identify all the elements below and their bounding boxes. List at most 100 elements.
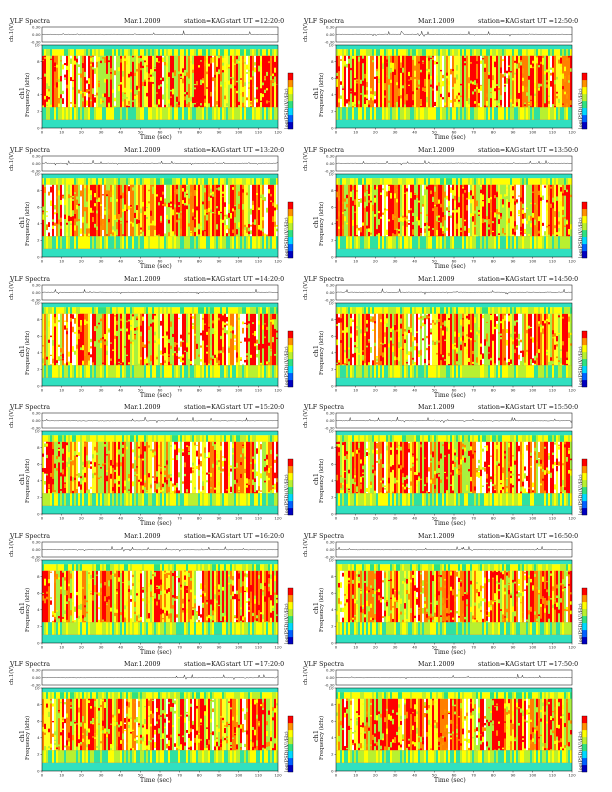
frequency-tick-label: 8 bbox=[331, 574, 334, 579]
header-title: VLF Spectra bbox=[304, 147, 344, 154]
time-tick-label: 20 bbox=[373, 773, 378, 778]
colorbar-swatch bbox=[582, 359, 587, 367]
panel-header: VLF Spectra Mar.1.2009 station=KAG start UT… bbox=[302, 17, 590, 26]
colorbar-swatch bbox=[582, 730, 587, 738]
spectrogram-panel: VLF Spectra Mar.1.2009 station=KAG start UT… bbox=[302, 660, 590, 785]
time-xlabel: Time (sec) bbox=[140, 134, 172, 141]
time-tick-label: 70 bbox=[471, 516, 476, 521]
time-tick-label: 50 bbox=[432, 773, 437, 778]
time-tick-label: 40 bbox=[412, 388, 417, 393]
time-tick-label: 110 bbox=[255, 516, 263, 521]
colorbar-swatch bbox=[288, 473, 293, 481]
colorbar bbox=[287, 330, 294, 388]
waveform-tick-label: -0.30 bbox=[325, 554, 335, 559]
colorbar-swatch bbox=[582, 230, 587, 238]
frequency-tick-label: 0 bbox=[331, 125, 334, 130]
frequency-tick-label: 0 bbox=[37, 640, 40, 645]
time-tick-label: 100 bbox=[235, 259, 243, 264]
frequency-tick-label: 0 bbox=[331, 640, 334, 645]
header-title: VLF Spectra bbox=[304, 404, 344, 411]
frequency-tick-label: 2 bbox=[37, 367, 40, 372]
header-start-time: start UT =14:50:0 bbox=[520, 276, 579, 283]
colorbar-swatch bbox=[582, 338, 587, 346]
colorbar-swatch bbox=[582, 466, 587, 474]
time-tick-label: 120 bbox=[568, 516, 576, 521]
colorbar bbox=[581, 330, 588, 388]
waveform-tick-label: -0.30 bbox=[31, 554, 41, 559]
header-station: station=KAG bbox=[478, 533, 520, 540]
time-tick-label: 120 bbox=[568, 645, 576, 650]
time-tick-label: 20 bbox=[373, 259, 378, 264]
colorbar-swatch bbox=[288, 331, 293, 339]
header-title: VLF Spectra bbox=[10, 404, 50, 411]
colorbar-swatch bbox=[582, 244, 587, 252]
panel-header: VLF Spectra Mar.1.2009 station=KAG start UT… bbox=[8, 275, 296, 284]
time-tick-label: 120 bbox=[568, 259, 576, 264]
time-tick-label: 50 bbox=[432, 130, 437, 135]
time-xlabel: Time (sec) bbox=[434, 134, 466, 141]
waveform-tick-label: -0.30 bbox=[325, 297, 335, 302]
spectrogram-heatmap bbox=[335, 173, 573, 258]
header-station: station=KAG bbox=[478, 18, 520, 25]
waveform-tick-label: -0.30 bbox=[325, 425, 335, 430]
colorbar-swatch bbox=[582, 115, 587, 123]
waveform-tick-label: 0.00 bbox=[326, 675, 335, 680]
time-tick-label: 50 bbox=[138, 388, 143, 393]
time-tick-label: 110 bbox=[549, 259, 557, 264]
time-tick-label: 80 bbox=[197, 259, 202, 264]
colorbar-swatch bbox=[582, 345, 587, 353]
waveform-tick-label: -0.30 bbox=[325, 39, 335, 44]
frequency-tick-label: 10 bbox=[35, 428, 40, 433]
header-date: Mar.1.2009 bbox=[124, 404, 161, 411]
time-tick-label: 10 bbox=[59, 773, 64, 778]
spectrogram-panel: VLF Spectra Mar.1.2009 station=KAG start UT… bbox=[8, 146, 296, 271]
colorbar-swatch bbox=[582, 630, 587, 638]
time-tick-label: 60 bbox=[452, 516, 457, 521]
time-tick-label: 40 bbox=[118, 516, 123, 521]
colorbar-swatch bbox=[582, 122, 587, 130]
header-date: Mar.1.2009 bbox=[124, 18, 161, 25]
frequency-tick-label: 10 bbox=[35, 685, 40, 690]
spectrogram-band bbox=[336, 431, 572, 436]
spectrogram-panel: VLF Spectra Mar.1.2009 station=KAG start UT… bbox=[302, 532, 590, 657]
time-xlabel: Time (sec) bbox=[434, 263, 466, 270]
waveform-tick-label: 0.00 bbox=[32, 290, 41, 295]
header-start-time: start UT =14:20:0 bbox=[226, 276, 285, 283]
time-tick-label: 100 bbox=[235, 516, 243, 521]
colorbar-swatch bbox=[288, 480, 293, 488]
colorbar-swatch bbox=[582, 744, 587, 752]
frequency-tick-label: 8 bbox=[37, 702, 40, 707]
colorbar-swatch bbox=[288, 108, 293, 116]
colorbar-swatch bbox=[288, 216, 293, 224]
time-tick-label: 90 bbox=[511, 388, 516, 393]
colorbar-swatch bbox=[288, 359, 293, 367]
time-tick-label: 90 bbox=[217, 516, 222, 521]
header-date: Mar.1.2009 bbox=[418, 147, 455, 154]
time-tick-label: 0 bbox=[335, 773, 338, 778]
header-title: VLF Spectra bbox=[10, 147, 50, 154]
colorbar-swatch bbox=[288, 101, 293, 109]
time-tick-label: 0 bbox=[41, 259, 44, 264]
time-tick-label: 80 bbox=[197, 388, 202, 393]
time-tick-label: 0 bbox=[335, 259, 338, 264]
colorbar-swatch bbox=[288, 223, 293, 231]
waveform-tick-label: 0.30 bbox=[32, 667, 41, 672]
panel-header: VLF Spectra Mar.1.2009 station=KAG start UT… bbox=[302, 660, 590, 669]
spectrogram-band bbox=[336, 303, 572, 308]
frequency-tick-label: 0 bbox=[37, 768, 40, 773]
time-xlabel: Time (sec) bbox=[434, 520, 466, 527]
colorbar-swatch bbox=[288, 737, 293, 745]
time-tick-label: 120 bbox=[274, 773, 282, 778]
header-start-time: start UT =12:20:0 bbox=[226, 18, 285, 25]
frequency-tick-label: 6 bbox=[331, 462, 334, 467]
frequency-tick-label: 0 bbox=[37, 254, 40, 259]
time-tick-label: 30 bbox=[99, 645, 104, 650]
colorbar bbox=[581, 715, 588, 773]
time-tick-label: 40 bbox=[412, 773, 417, 778]
header-date: Mar.1.2009 bbox=[418, 276, 455, 283]
frequency-tick-label: 0 bbox=[331, 511, 334, 516]
